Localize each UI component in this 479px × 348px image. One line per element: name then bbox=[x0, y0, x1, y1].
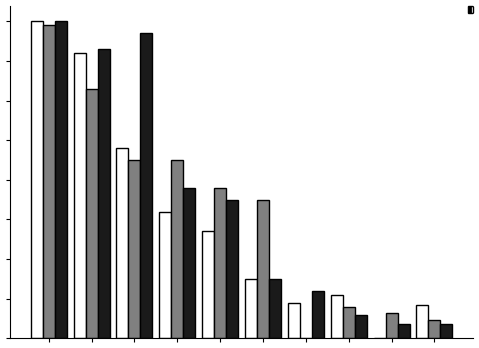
Bar bbox=[428, 321, 440, 338]
Bar bbox=[342, 307, 354, 338]
Bar bbox=[140, 33, 152, 338]
Bar bbox=[183, 188, 195, 338]
Legend:   ,   ,   : , , bbox=[468, 6, 473, 13]
Bar bbox=[386, 313, 398, 338]
Bar bbox=[312, 291, 324, 338]
Bar bbox=[160, 212, 171, 338]
Bar bbox=[86, 89, 98, 338]
Bar bbox=[226, 200, 238, 338]
Bar bbox=[98, 49, 110, 338]
Bar bbox=[128, 160, 140, 338]
Bar bbox=[288, 303, 300, 338]
Bar bbox=[214, 188, 226, 338]
Bar bbox=[416, 304, 428, 338]
Bar bbox=[269, 279, 281, 338]
Bar bbox=[31, 21, 43, 338]
Bar bbox=[398, 324, 410, 338]
Bar bbox=[55, 21, 67, 338]
Bar bbox=[74, 53, 86, 338]
Bar bbox=[116, 148, 128, 338]
Bar bbox=[171, 160, 183, 338]
Bar bbox=[43, 25, 55, 338]
Bar bbox=[245, 279, 257, 338]
Bar bbox=[202, 231, 214, 338]
Bar bbox=[331, 295, 342, 338]
Bar bbox=[354, 315, 367, 338]
Bar bbox=[257, 200, 269, 338]
Bar bbox=[440, 324, 452, 338]
